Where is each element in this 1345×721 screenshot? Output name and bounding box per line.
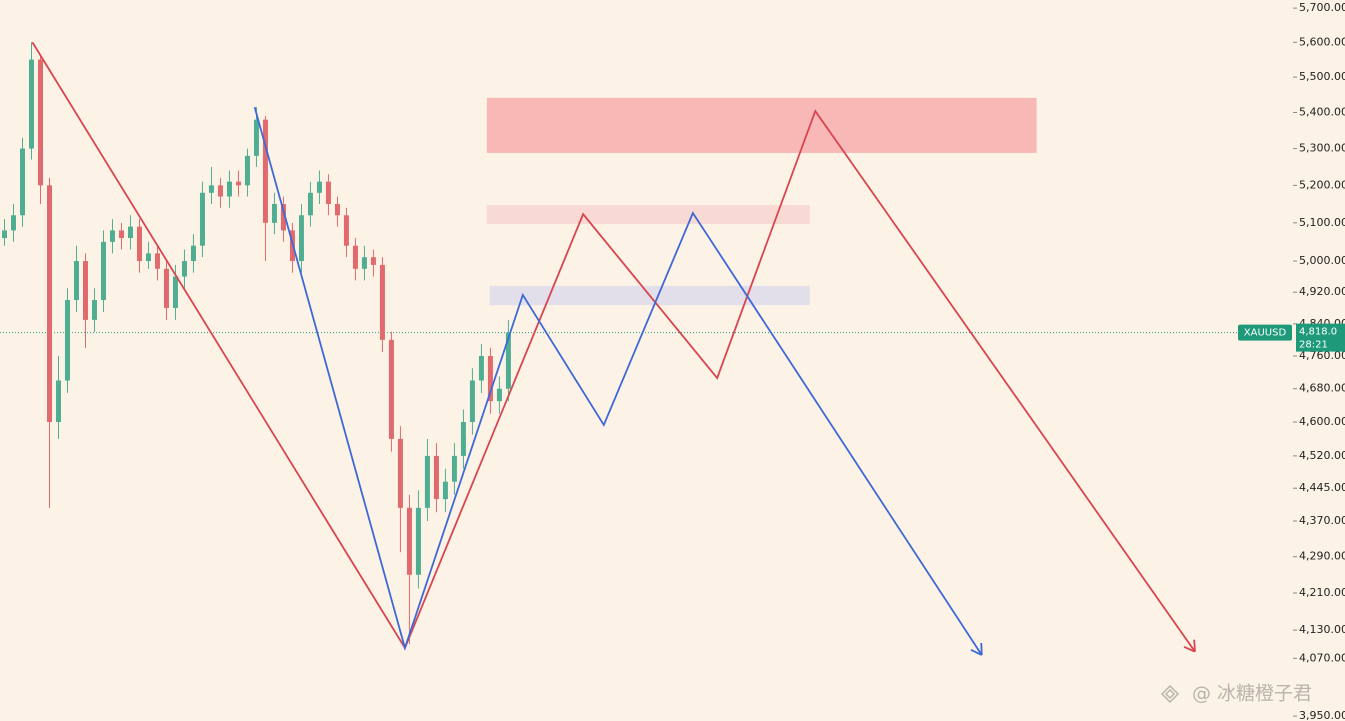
watermark-icon: [1160, 684, 1180, 704]
plot-area: [0, 41, 1240, 656]
candle-body: [433, 455, 439, 500]
candle-body: [379, 264, 385, 340]
candle-body: [406, 507, 412, 575]
y-tick-label: 4,760.00: [1299, 349, 1345, 362]
y-tick-label: 5,500.00: [1299, 70, 1345, 83]
candle-body: [460, 422, 466, 456]
candle-body: [91, 300, 97, 320]
candle-body: [181, 261, 187, 277]
price-tag: [1296, 323, 1345, 352]
candle-body: [415, 507, 421, 575]
candle-body: [64, 300, 70, 381]
y-tick-label: 4,445.00: [1299, 481, 1345, 494]
candle-body: [226, 181, 232, 197]
y-tick-label: 5,400.00: [1299, 105, 1345, 118]
y-tick-label: 4,210.00: [1299, 586, 1345, 599]
y-tick-label: 4,370.00: [1299, 514, 1345, 527]
candle-body: [253, 119, 259, 156]
y-tick-label: 5,100.00: [1299, 216, 1345, 229]
candle-body: [442, 481, 448, 500]
candle-body: [361, 257, 367, 269]
candle-body: [190, 245, 196, 262]
y-tick-label: 4,680.00: [1299, 382, 1345, 395]
candle-body: [37, 59, 43, 186]
candle-body: [28, 59, 34, 149]
candle-body: [46, 185, 52, 423]
candle-body: [280, 203, 286, 231]
candle-body: [352, 245, 358, 269]
candle-body: [73, 261, 79, 301]
y-tick-label: 4,520.00: [1299, 449, 1345, 462]
candle-body: [307, 192, 313, 216]
candle-body: [163, 268, 169, 308]
candle-body: [271, 203, 277, 223]
y-tick-label: 4,130.00: [1299, 623, 1345, 636]
candle-body: [217, 185, 223, 197]
y-tick-label: 5,700.00: [1299, 1, 1345, 14]
candle-body: [451, 455, 457, 482]
watermark: @ 冰糖橙子君: [1192, 683, 1312, 705]
arrow-head: [1183, 639, 1196, 653]
candle-body: [19, 148, 25, 216]
candle-body: [55, 380, 61, 423]
candle-body: [370, 257, 376, 265]
countdown-label: 28:21: [1299, 340, 1328, 351]
y-tick-label: 5,000.00: [1299, 254, 1345, 267]
symbol-tag: [1238, 324, 1292, 341]
candle-body: [469, 380, 475, 423]
candle-body: [127, 226, 133, 239]
y-tick-label: 3,950.00: [1299, 709, 1345, 721]
candle-body: [478, 356, 484, 381]
y-tick-label: 4,920.00: [1299, 285, 1345, 298]
candle-body: [316, 181, 322, 193]
candle-body: [343, 215, 349, 246]
zone: [486, 97, 1037, 153]
projection-path: [31, 41, 1196, 653]
candle-body: [199, 192, 205, 246]
candle-body: [109, 230, 115, 242]
candle-body: [136, 226, 142, 262]
zone: [486, 205, 810, 224]
candle-body: [208, 185, 214, 193]
y-tick-label: 4,070.00: [1299, 651, 1345, 664]
candle-body: [235, 181, 241, 186]
candle-body: [496, 388, 502, 402]
candle-body: [298, 215, 304, 262]
symbol-label: XAUUSD: [1244, 328, 1287, 339]
candle-body: [244, 155, 250, 186]
candle-body: [505, 332, 511, 389]
candle-body: [1, 230, 7, 239]
y-tick-label: 4,290.00: [1299, 550, 1345, 563]
arrow-head: [970, 642, 983, 656]
candle-body: [145, 253, 151, 262]
price-label: 4,818.0: [1299, 327, 1337, 338]
candle-body: [388, 339, 394, 439]
candle-body: [424, 455, 430, 508]
candle-body: [10, 215, 16, 231]
candle-body: [487, 356, 493, 402]
candle-body: [325, 181, 331, 204]
candle-body: [154, 253, 160, 269]
candle-body: [118, 230, 124, 239]
y-tick-label: 5,300.00: [1299, 142, 1345, 155]
candle-body: [262, 119, 268, 223]
y-tick-label: 5,200.00: [1299, 178, 1345, 191]
projection-path: [253, 106, 983, 656]
candle-body: [334, 203, 340, 216]
y-tick-label: 5,600.00: [1299, 35, 1345, 48]
y-tick-label: 4,600.00: [1299, 415, 1345, 428]
candle-body: [172, 276, 178, 308]
candle-body: [82, 261, 88, 320]
candle-body: [100, 241, 106, 301]
candle-body: [397, 438, 403, 508]
